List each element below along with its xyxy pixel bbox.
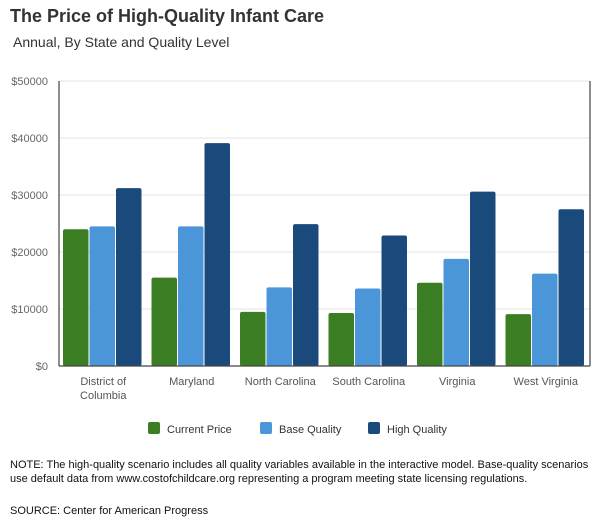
bar-base-quality (532, 273, 558, 366)
legend: Current Price Base Quality High Quality (148, 422, 447, 436)
y-tick-label: $20000 (11, 247, 48, 259)
x-category-label: West Virginia (514, 376, 579, 388)
bar-current-price (240, 311, 266, 366)
bar-high-quality (470, 191, 496, 366)
y-tick-label: $0 (36, 361, 48, 373)
x-category-label: Virginia (439, 376, 476, 388)
bar-base-quality (89, 226, 115, 366)
y-tick-label: $10000 (11, 304, 48, 316)
bar-high-quality (381, 235, 407, 366)
bar-high-quality (293, 224, 319, 366)
bar-high-quality (204, 143, 230, 366)
x-category-label: Maryland (169, 376, 214, 388)
bar-base-quality (443, 258, 469, 366)
bars (63, 143, 584, 366)
bar-current-price (63, 229, 89, 366)
legend-swatch (148, 422, 160, 434)
bar-current-price (151, 277, 177, 366)
chart-subtitle: Annual, By State and Quality Level (13, 34, 230, 50)
x-category-label: North Carolina (245, 376, 317, 388)
y-tick-label: $40000 (11, 133, 48, 145)
bar-base-quality (355, 288, 381, 366)
legend-swatch (260, 422, 272, 434)
bar-current-price (505, 314, 531, 366)
footnote: NOTE: The high-quality scenario includes… (10, 459, 589, 485)
bar-chart: $0 $10000 $20000 $30000 $40000 $50000 Distric… (11, 76, 591, 436)
bar-high-quality (558, 209, 584, 366)
x-category-label: South Carolina (332, 376, 406, 388)
y-axis-ticks: $0 $10000 $20000 $30000 $40000 $50000 (11, 76, 48, 373)
x-category-label: District of Columbia (80, 376, 127, 402)
bar-base-quality (178, 226, 204, 366)
legend-label: High Quality (387, 424, 447, 436)
bar-base-quality (266, 287, 292, 366)
x-axis-categories: District of Columbia Maryland North Carolin… (80, 376, 579, 402)
y-tick-label: $30000 (11, 190, 48, 202)
bar-current-price (417, 282, 443, 366)
chart-title: The Price of High-Quality Infant Care (10, 6, 325, 26)
bar-current-price (328, 312, 354, 366)
bar-high-quality (116, 188, 142, 366)
y-tick-label: $50000 (11, 76, 48, 88)
legend-swatch (368, 422, 380, 434)
axes (58, 81, 591, 367)
gridlines (59, 80, 590, 310)
source-note: SOURCE: Center for American Progress (10, 505, 209, 517)
legend-label: Current Price (167, 424, 232, 436)
legend-label: Base Quality (279, 424, 342, 436)
